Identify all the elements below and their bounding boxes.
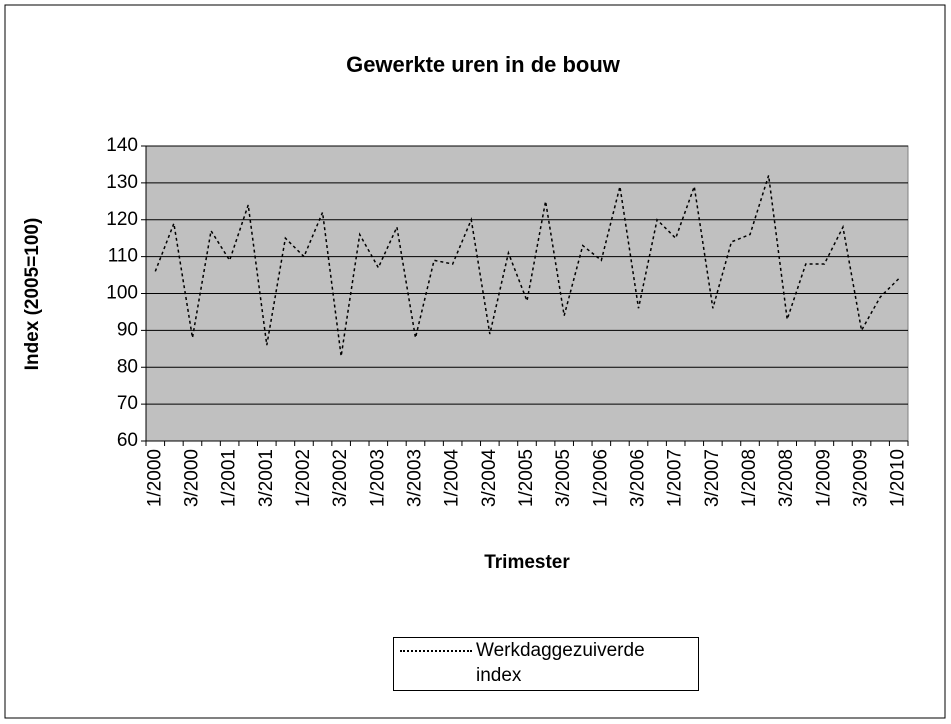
- y-tick-label: 90: [117, 319, 138, 340]
- x-tick-label: 1/2002: [293, 449, 314, 507]
- x-tick-label: 3/2002: [330, 449, 351, 507]
- x-tick-label: 1/2004: [442, 449, 463, 508]
- x-tick-label: 1/2010: [888, 449, 909, 507]
- x-tick-label: 1/2000: [144, 449, 165, 507]
- legend-label: Werkdaggezuiverde index: [476, 640, 645, 686]
- x-tick-label: 3/2007: [702, 449, 723, 507]
- y-tick-label: 70: [117, 393, 138, 414]
- y-tick-label: 60: [117, 430, 138, 451]
- x-axis-label: Trimester: [484, 552, 570, 573]
- chart-title: Gewerkte uren in de bouw: [346, 52, 621, 77]
- x-tick-label: 1/2009: [813, 449, 834, 507]
- x-tick-label: 3/2008: [776, 449, 797, 507]
- y-tick-label: 130: [106, 172, 138, 193]
- x-tick-label: 3/2006: [628, 449, 649, 507]
- y-tick-label: 140: [106, 135, 138, 156]
- y-tick-label: 80: [117, 356, 138, 377]
- x-tick-label: 1/2006: [590, 449, 611, 507]
- x-tick-label: 1/2003: [367, 449, 388, 507]
- legend: Werkdaggezuiverde index: [393, 637, 699, 691]
- x-tick-label: 1/2001: [219, 449, 240, 507]
- x-tick-label: 3/2001: [256, 449, 277, 507]
- x-tick-label: 3/2009: [851, 449, 872, 507]
- y-axis-label: Index (2005=100): [22, 218, 43, 371]
- x-tick-label: 1/2007: [665, 449, 686, 507]
- data-line: [154, 175, 900, 357]
- x-tick-label: 3/2000: [181, 449, 202, 507]
- x-tick-label: 1/2008: [739, 449, 760, 507]
- x-tick-label: 3/2004: [479, 449, 500, 508]
- x-tick-label: 3/2005: [553, 449, 574, 507]
- y-tick-label: 110: [108, 246, 138, 267]
- y-tick-label: 120: [106, 209, 138, 230]
- x-tick-label: 3/2003: [405, 449, 426, 507]
- legend-swatch: [400, 650, 472, 652]
- x-tick-label: 1/2005: [516, 449, 537, 507]
- y-tick-label: 100: [106, 283, 138, 304]
